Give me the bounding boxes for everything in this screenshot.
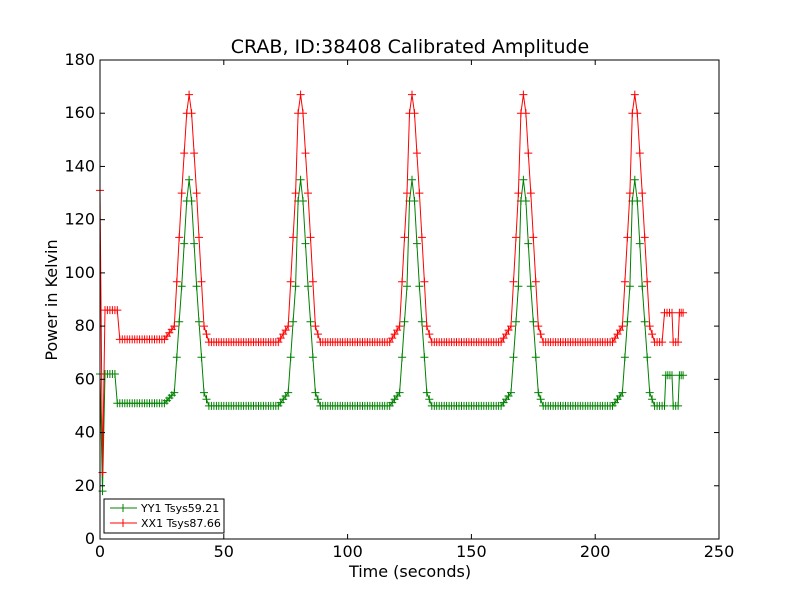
y-tick-label: 40 (75, 423, 95, 442)
x-tick-label: 200 (580, 542, 611, 561)
legend-label-xx1: XX1 Tsys87.66 (141, 517, 221, 530)
tick-layer: 0 50 100 150 200 250 0 20 40 60 80 100 120 140 160 180 (64, 50, 734, 561)
x-tick-label: 0 (95, 542, 105, 561)
x-tick-label: 150 (456, 542, 487, 561)
y-tick-label: 100 (64, 263, 95, 282)
y-axis-label: Power in Kelvin (42, 239, 61, 360)
chart-title: CRAB, ID:38408 Calibrated Amplitude (231, 36, 590, 58)
x-axis-label: Time (seconds) (348, 562, 471, 581)
legend: YY1 Tsys59.21 XX1 Tsys87.66 (103, 498, 225, 534)
x-tick-label: 100 (332, 542, 363, 561)
legend-marker-xx1 (119, 519, 127, 527)
y-tick-label: 180 (64, 50, 95, 69)
plot-frame (99, 59, 720, 540)
y-tick-label: 0 (85, 529, 95, 548)
y-tick-label: 80 (75, 316, 95, 335)
legend-box (103, 498, 225, 534)
legend-marker-yy1 (119, 504, 127, 512)
y-tick-label: 140 (64, 156, 95, 175)
series-1 (96, 90, 688, 477)
y-tick-label: 120 (64, 210, 95, 229)
x-tick-label: 250 (704, 542, 735, 561)
x-tick-label: 50 (214, 542, 234, 561)
y-tick-label: 60 (75, 369, 95, 388)
y-tick-label: 20 (75, 476, 95, 495)
y-tick-label: 160 (64, 103, 95, 122)
series-layer (96, 90, 688, 496)
legend-label-yy1: YY1 Tsys59.21 (140, 502, 219, 515)
